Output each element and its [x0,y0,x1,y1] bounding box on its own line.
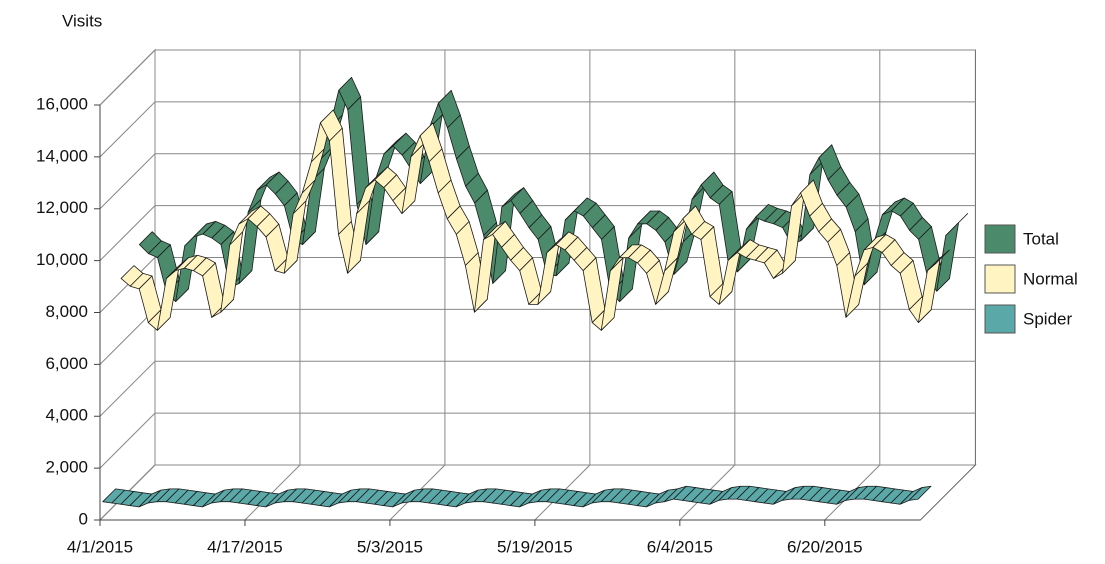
y-tick-label: 12,000 [36,198,88,217]
x-tick-label: 6/20/2015 [787,537,863,556]
x-tick-label: 6/4/2015 [647,537,713,556]
y-tick-label: 16,000 [36,94,88,113]
x-tick-label: 5/19/2015 [497,537,573,556]
legend-swatch [984,224,1016,254]
y-tick-label: 6,000 [45,354,88,373]
x-tick-label: 4/17/2015 [207,537,283,556]
legend-swatch [984,264,1016,294]
y-tick-label: 4,000 [45,406,88,425]
y-axis-title: Visits [62,11,102,30]
y-tick-label: 14,000 [36,146,88,165]
legend-label: Spider [1023,309,1072,328]
legend-label: Total [1023,229,1059,248]
y-tick-label: 0 [79,509,88,528]
y-tick-label: 2,000 [45,458,88,477]
x-tick-label: 5/3/2015 [357,537,423,556]
ribbon-segment [927,249,950,272]
legend-swatch [984,304,1016,334]
y-tick-label: 8,000 [45,302,88,321]
legend-label: Normal [1023,269,1078,288]
ribbon-segment [945,213,969,236]
ribbon-segment [908,485,932,501]
x-tick-label: 4/1/2015 [67,537,133,556]
y-tick-label: 10,000 [36,250,88,269]
